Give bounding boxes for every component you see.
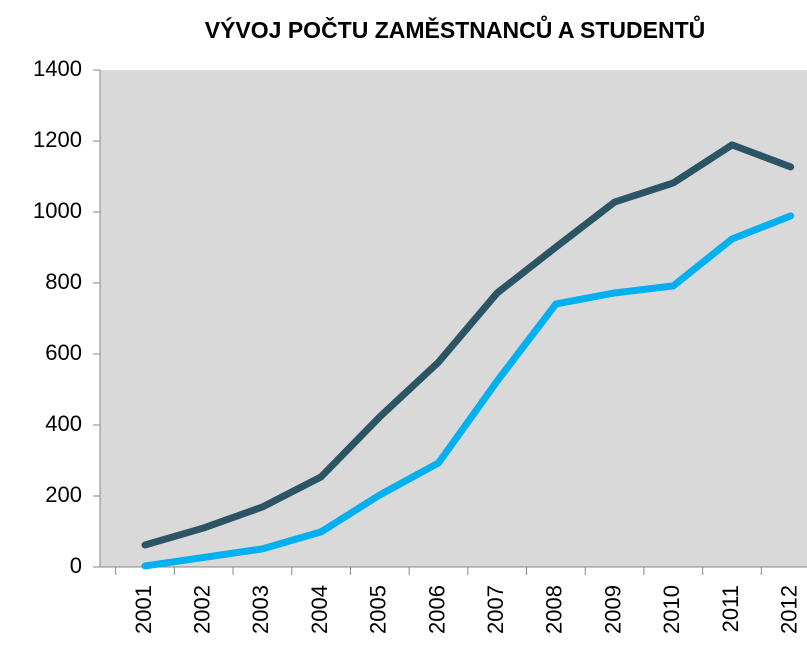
- y-tick-label: 1000: [33, 198, 82, 223]
- x-tick-label: 2005: [366, 585, 391, 634]
- x-tick-label: 2012: [777, 585, 802, 634]
- series-line: [141, 212, 795, 570]
- y-tick-label: 0: [70, 553, 82, 578]
- y-tick-label: 600: [45, 340, 82, 365]
- x-tick-label: 2011: [718, 585, 743, 632]
- x-tick-label: 2003: [248, 585, 273, 634]
- x-tick-label: 2010: [659, 585, 684, 634]
- chart-title: VÝVOJ POČTU ZAMĚSTNANCŮ A STUDENTŮ: [205, 14, 706, 43]
- x-tick-label: 2004: [307, 585, 332, 634]
- y-tick-label: 400: [45, 411, 82, 436]
- x-tick-label: 2009: [600, 585, 625, 634]
- y-tick-label: 1200: [33, 127, 82, 152]
- x-tick-label: 2008: [542, 585, 567, 634]
- x-tick-label: 2007: [483, 585, 508, 634]
- series-line: [141, 141, 795, 549]
- plot-area: [100, 70, 807, 567]
- x-tick-label: 2006: [424, 585, 449, 634]
- y-tick-label: 800: [45, 269, 82, 294]
- y-tick-label: 1400: [33, 56, 82, 81]
- x-tick-label: 2002: [190, 585, 215, 634]
- y-tick-label: 200: [45, 482, 82, 507]
- x-tick-label: 2001: [131, 585, 156, 634]
